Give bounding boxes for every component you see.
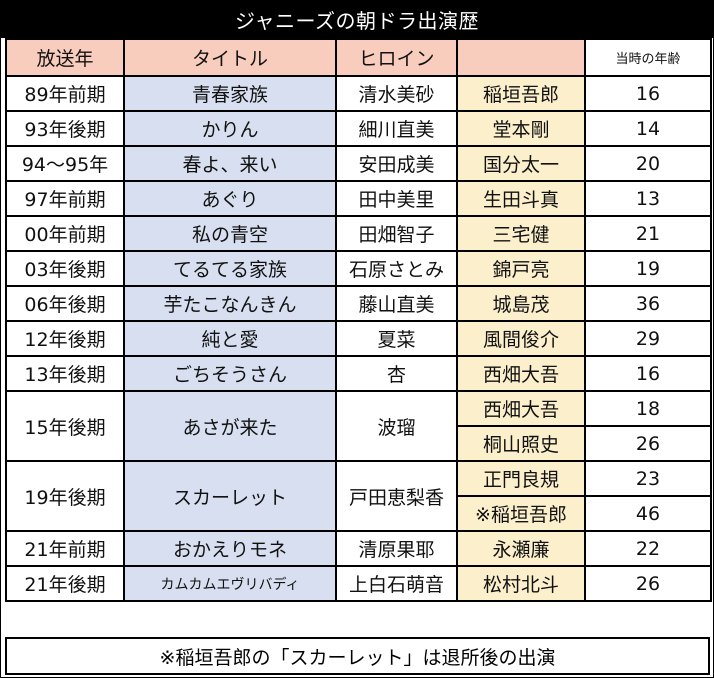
drama-table: 放送年 タイトル ヒロイン 当時の年齢 89年前期 青春家族 清水美砂 稲垣吾郎 16 9… xyxy=(5,38,712,602)
cell-heroine: 清原果耶 xyxy=(335,530,458,567)
cell-age: 29 xyxy=(584,320,712,357)
table-row: 12年後期 純と愛 夏菜 風間俊介 29 xyxy=(5,320,712,357)
cell-person: 桐山照史 xyxy=(456,425,586,462)
cell-age: 26 xyxy=(584,425,712,462)
header-age: 当時の年齢 xyxy=(584,38,712,77)
table-row: 00年前期 私の青空 田畑智子 三宅健 21 xyxy=(5,215,712,252)
header-heroine: ヒロイン xyxy=(335,38,458,77)
cell-heroine: 杏 xyxy=(335,355,458,392)
cell-year: 12年後期 xyxy=(5,320,125,357)
cell-year: 06年後期 xyxy=(5,285,125,322)
cell-drama-title: かりん xyxy=(123,110,337,147)
cell-heroine: 戸田恵梨香 xyxy=(335,460,458,532)
cell-year: 97年前期 xyxy=(5,180,125,217)
cell-person: 国分太一 xyxy=(456,145,586,182)
cell-drama-title: スカーレット xyxy=(123,460,337,532)
cell-person: 西畑大吾 xyxy=(456,390,586,427)
cell-drama-title: あぐり xyxy=(123,180,337,217)
header-drama-title: タイトル xyxy=(123,38,337,77)
cell-person: 錦戸亮 xyxy=(456,250,586,287)
cell-year: 94～95年 xyxy=(5,145,125,182)
cell-year: 19年後期 xyxy=(5,460,125,532)
cell-age: 16 xyxy=(584,75,712,112)
table-row: 03年後期 てるてる家族 石原さとみ 錦戸亮 19 xyxy=(5,250,712,287)
table-row: 94～95年 春よ、来い 安田成美 国分太一 20 xyxy=(5,145,712,182)
cell-drama-title: 純と愛 xyxy=(123,320,337,357)
cell-age: 18 xyxy=(584,390,712,427)
cell-age: 46 xyxy=(584,495,712,532)
cell-drama-title: カムカムエヴリバディ xyxy=(123,565,337,602)
cell-year: 21年後期 xyxy=(5,565,125,602)
cell-heroine: 波瑠 xyxy=(335,390,458,462)
footnote: ※稲垣吾郎の「スカーレット」は退所後の出演 xyxy=(5,637,710,675)
header-year: 放送年 xyxy=(5,38,125,77)
cell-heroine: 安田成美 xyxy=(335,145,458,182)
cell-heroine: 藤山直美 xyxy=(335,285,458,322)
header-row: 放送年 タイトル ヒロイン 当時の年齢 xyxy=(5,38,712,77)
cell-drama-title: 芋たこなんきん xyxy=(123,285,337,322)
table-row: 89年前期 青春家族 清水美砂 稲垣吾郎 16 xyxy=(5,75,712,112)
cell-age: 26 xyxy=(584,565,712,602)
cell-person: 正門良規 xyxy=(456,460,586,497)
cell-age: 20 xyxy=(584,145,712,182)
table-row: 97年前期 あぐり 田中美里 生田斗真 13 xyxy=(5,180,712,217)
cell-age: 23 xyxy=(584,460,712,497)
header-person xyxy=(456,38,586,77)
table-row: 19年後期 スカーレット 戸田恵梨香 正門良規 23 xyxy=(5,460,712,532)
cell-person: 風間俊介 xyxy=(456,320,586,357)
cell-drama-title: あさが来た xyxy=(123,390,337,462)
cell-person: 生田斗真 xyxy=(456,180,586,217)
cell-drama-title: 青春家族 xyxy=(123,75,337,112)
cell-year: 00年前期 xyxy=(5,215,125,252)
cell-year: 13年後期 xyxy=(5,355,125,392)
table-title: ジャニーズの朝ドラ出演歴 xyxy=(1,1,713,38)
cell-person: 稲垣吾郎 xyxy=(456,75,586,112)
cell-age: 21 xyxy=(584,215,712,252)
cell-drama-title: おかえりモネ xyxy=(123,530,337,567)
cell-person: 永瀬廉 xyxy=(456,530,586,567)
cell-heroine: 細川直美 xyxy=(335,110,458,147)
cell-heroine: 田畑智子 xyxy=(335,215,458,252)
cell-age: 16 xyxy=(584,355,712,392)
table-row: ※稲垣吾郎 46 xyxy=(6,495,712,532)
table-body: 89年前期 青春家族 清水美砂 稲垣吾郎 16 93年後期 かりん 細川直美 堂本剛 14 94～9… xyxy=(5,75,712,602)
cell-heroine: 清水美砂 xyxy=(335,75,458,112)
cell-heroine: 上白石萌音 xyxy=(335,565,458,602)
cell-person: 西畑大吾 xyxy=(456,355,586,392)
cell-age: 36 xyxy=(584,285,712,322)
table-row: 06年後期 芋たこなんきん 藤山直美 城島茂 36 xyxy=(5,285,712,322)
cell-person: 三宅健 xyxy=(456,215,586,252)
cell-heroine: 石原さとみ xyxy=(335,250,458,287)
cell-year: 15年後期 xyxy=(5,390,125,462)
cell-person: ※稲垣吾郎 xyxy=(456,495,586,532)
cell-year: 93年後期 xyxy=(5,110,125,147)
cell-person: 堂本剛 xyxy=(456,110,586,147)
cell-year: 89年前期 xyxy=(5,75,125,112)
cell-drama-title: ごちそうさん xyxy=(123,355,337,392)
cell-age: 13 xyxy=(584,180,712,217)
cell-person: 城島茂 xyxy=(456,285,586,322)
cell-year: 03年後期 xyxy=(5,250,125,287)
table-row: 93年後期 かりん 細川直美 堂本剛 14 xyxy=(5,110,712,147)
table-row: 桐山照史 26 xyxy=(6,425,712,462)
table-row: 15年後期 あさが来た 波瑠 西畑大吾 18 xyxy=(5,390,712,462)
cell-drama-title: てるてる家族 xyxy=(123,250,337,287)
cell-age: 14 xyxy=(584,110,712,147)
cell-age: 22 xyxy=(584,530,712,567)
cell-heroine: 夏菜 xyxy=(335,320,458,357)
cell-drama-title: 私の青空 xyxy=(123,215,337,252)
table-row: 13年後期 ごちそうさん杏西畑大吾 16 xyxy=(5,355,712,392)
cell-drama-title: 春よ、来い xyxy=(123,145,337,182)
table-row: 21年後期 カムカムエヴリバディ 上白石萌音 松村北斗 26 xyxy=(5,565,712,602)
cell-person: 松村北斗 xyxy=(456,565,586,602)
cell-age: 19 xyxy=(584,250,712,287)
cell-heroine: 田中美里 xyxy=(335,180,458,217)
table-row: 21年前期 おかえりモネ 清原果耶 永瀬廉 22 xyxy=(5,530,712,567)
cell-year: 21年前期 xyxy=(5,530,125,567)
